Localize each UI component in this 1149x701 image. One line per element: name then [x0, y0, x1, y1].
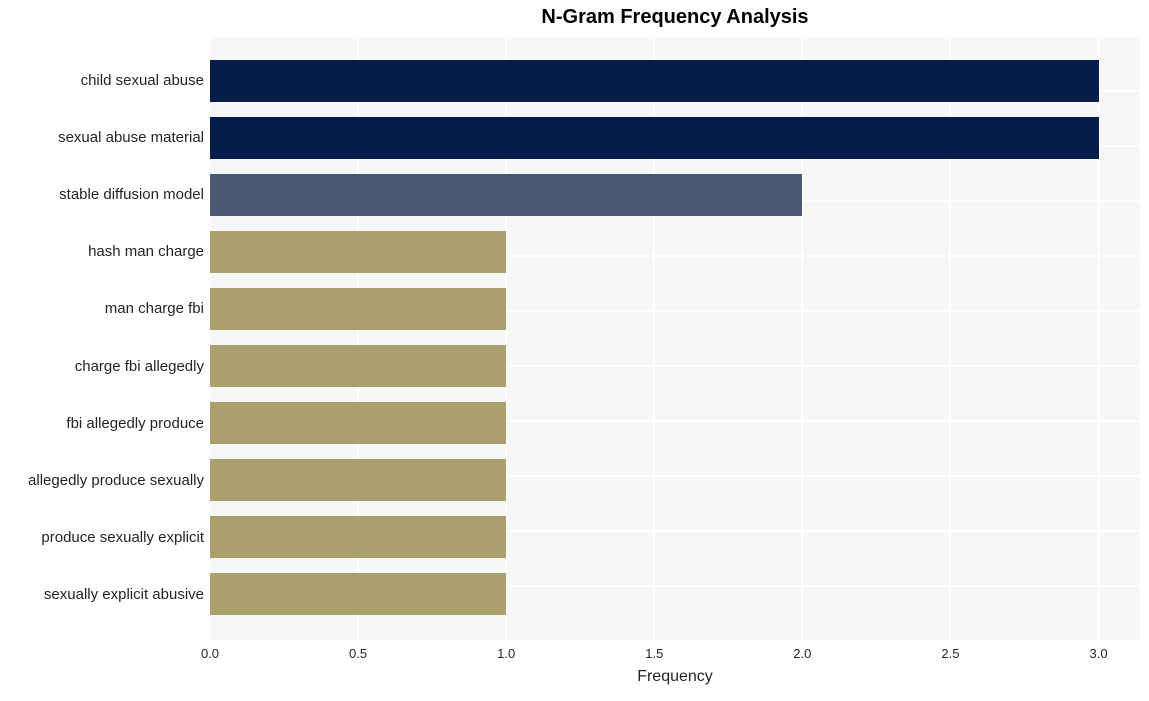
y-tick-label: child sexual abuse — [0, 72, 204, 89]
x-tick-label: 3.0 — [1089, 646, 1107, 661]
bar — [210, 516, 506, 558]
y-tick-label: fbi allegedly produce — [0, 415, 204, 432]
x-tick-label: 1.0 — [497, 646, 515, 661]
bar — [210, 288, 506, 330]
row-separator — [210, 35, 1140, 37]
bar — [210, 459, 506, 501]
x-tick-label: 0.5 — [349, 646, 367, 661]
y-tick-label: produce sexually explicit — [0, 529, 204, 546]
y-tick-label: hash man charge — [0, 243, 204, 260]
bar — [210, 174, 802, 216]
y-tick-label: sexual abuse material — [0, 129, 204, 146]
x-tick-label: 0.0 — [201, 646, 219, 661]
x-axis-title: Frequency — [210, 668, 1140, 686]
y-tick-label: sexually explicit abusive — [0, 586, 204, 603]
plot-area — [210, 35, 1140, 640]
x-tick-label: 1.5 — [645, 646, 663, 661]
bar — [210, 117, 1099, 159]
ngram-frequency-chart: N-Gram Frequency Analysis Frequency chil… — [0, 0, 1149, 701]
bar — [210, 345, 506, 387]
x-tick-label: 2.5 — [941, 646, 959, 661]
bar — [210, 573, 506, 615]
bar — [210, 231, 506, 273]
y-tick-label: allegedly produce sexually — [0, 472, 204, 489]
bar — [210, 402, 506, 444]
chart-title: N-Gram Frequency Analysis — [525, 6, 825, 29]
x-tick-label: 2.0 — [793, 646, 811, 661]
row-separator — [210, 640, 1140, 642]
bar — [210, 60, 1099, 102]
y-tick-label: man charge fbi — [0, 300, 204, 317]
y-tick-label: stable diffusion model — [0, 186, 204, 203]
y-tick-label: charge fbi allegedly — [0, 358, 204, 375]
